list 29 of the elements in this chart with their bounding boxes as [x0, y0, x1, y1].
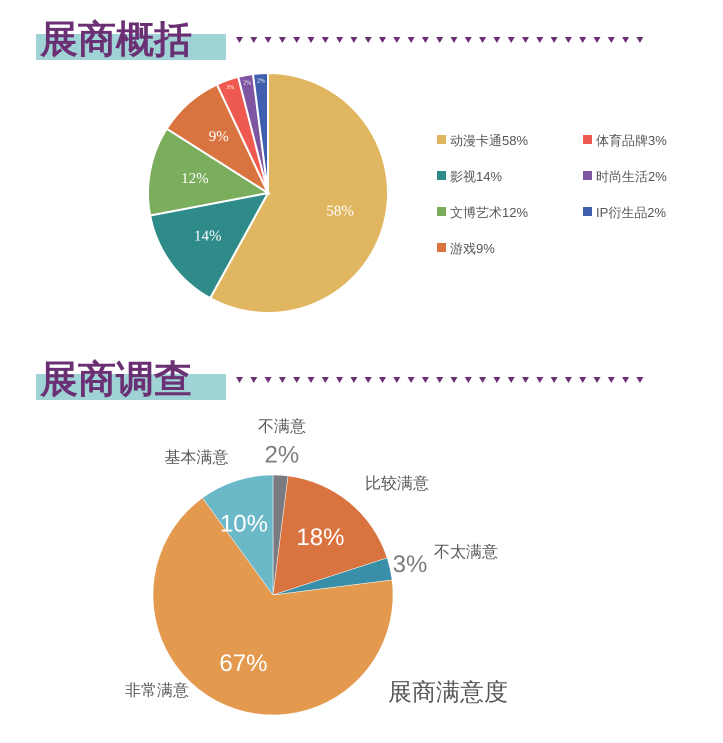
data-label: 14%: [194, 228, 222, 245]
data-label: 2%: [264, 441, 300, 468]
legend-label: 体育品牌: [596, 132, 648, 148]
text: 2%: [648, 168, 667, 184]
slice-label: 基本满意: [164, 448, 228, 467]
data-label: 18%: [296, 524, 344, 552]
slice-label: 比较满意: [364, 474, 429, 493]
data-label: 67%: [219, 650, 268, 677]
data-label: 58%: [326, 204, 354, 220]
legend-label: 游戏: [450, 240, 476, 256]
legend-label: 文博艺术: [450, 204, 502, 220]
data-label: 3%: [392, 550, 428, 578]
slice-label: 非常满意: [125, 682, 189, 700]
text: 9%: [476, 240, 495, 256]
text: 58%: [502, 132, 528, 148]
text: 2%: [647, 204, 666, 220]
legend-label: 时尚生活: [596, 168, 648, 184]
data-label: 12%: [181, 171, 209, 188]
slice-label: 不满意: [258, 417, 306, 436]
legend-label: IP衍生品: [596, 204, 648, 220]
text: 14%: [476, 168, 502, 184]
text: 3%: [648, 132, 667, 148]
text: 12%: [502, 204, 528, 220]
text: 展商满意度: [388, 679, 508, 706]
legend-label: 影视: [450, 168, 476, 184]
slice-label: 不太满意: [434, 542, 498, 561]
legend-label: 动漫卡通: [450, 132, 502, 148]
data-label: 9%: [208, 129, 229, 146]
data-label: 10%: [220, 510, 268, 538]
